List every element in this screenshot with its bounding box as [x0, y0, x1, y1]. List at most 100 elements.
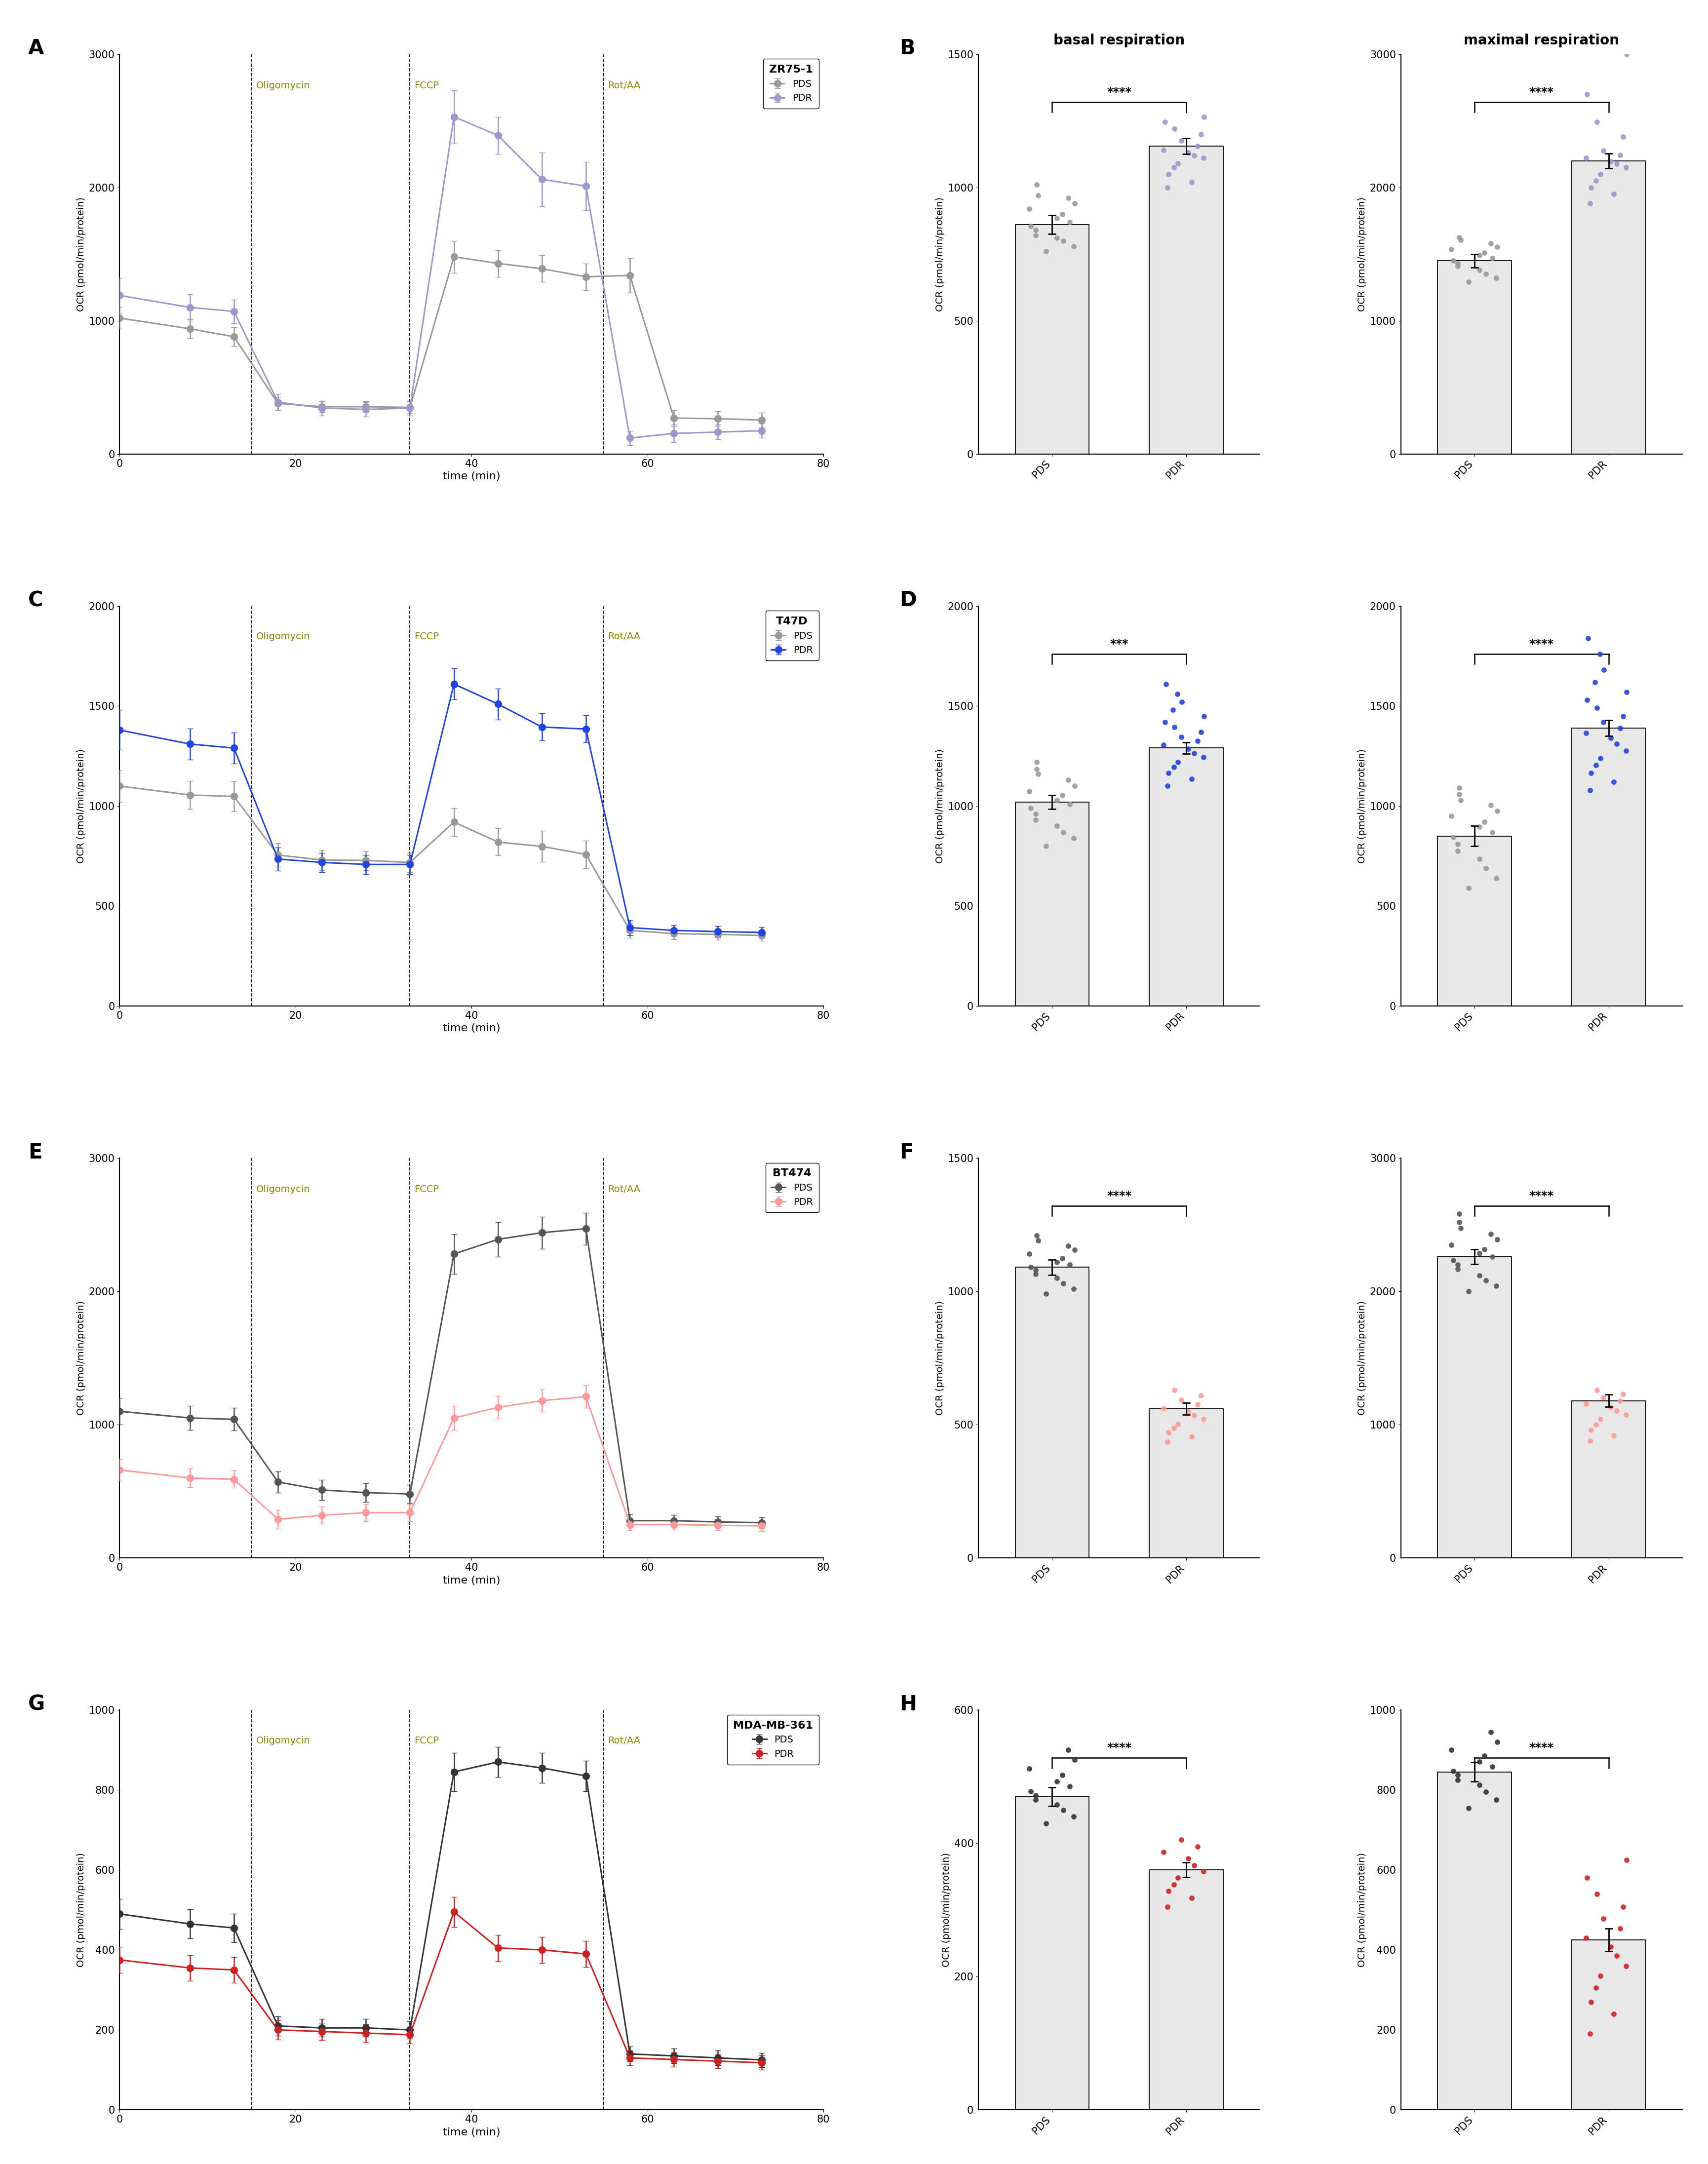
Point: [1155, 171, 1182, 206]
Text: C: C: [27, 591, 43, 610]
Point: [1160, 1868, 1187, 1902]
Bar: [1438, 260, 1512, 454]
Point: [1021, 796, 1049, 831]
Point: [1445, 777, 1472, 812]
Point: [1576, 2017, 1604, 2051]
Point: [1465, 809, 1493, 844]
Point: [1018, 1774, 1045, 1809]
Bar: [1149, 749, 1223, 1006]
Point: [1573, 716, 1600, 751]
Point: [1018, 208, 1045, 242]
Point: [1180, 736, 1208, 770]
Point: [1054, 1733, 1081, 1768]
Y-axis label: OCR (pmol/min/protein): OCR (pmol/min/protein): [1358, 197, 1366, 312]
Bar: [1438, 1257, 1512, 1558]
Point: [1025, 757, 1052, 792]
Point: [1015, 1751, 1042, 1785]
Text: H: H: [900, 1694, 917, 1714]
Text: Rot/AA: Rot/AA: [608, 1184, 640, 1195]
Point: [1583, 104, 1611, 138]
Point: [1587, 740, 1614, 775]
Point: [1582, 664, 1609, 699]
Point: [1160, 692, 1187, 727]
Text: ****: ****: [1529, 638, 1554, 649]
Point: [1465, 842, 1493, 876]
Point: [1025, 1223, 1052, 1257]
Legend: PDS, PDR: PDS, PDR: [728, 1714, 818, 1764]
Point: [1483, 262, 1510, 296]
Text: Oligomycin: Oligomycin: [256, 80, 311, 91]
Point: [1049, 1757, 1076, 1792]
Point: [1149, 727, 1177, 762]
Point: [1184, 130, 1211, 164]
Point: [1163, 677, 1190, 712]
Bar: [1571, 1400, 1645, 1558]
Point: [1168, 721, 1196, 755]
Y-axis label: OCR (pmol/min/protein): OCR (pmol/min/protein): [1358, 1301, 1366, 1415]
Point: [1472, 850, 1500, 885]
Point: [1149, 1391, 1177, 1426]
Point: [1438, 1733, 1465, 1768]
Text: ****: ****: [1529, 87, 1554, 97]
Point: [1445, 1253, 1472, 1288]
Legend: PDS, PDR: PDS, PDR: [765, 1162, 818, 1212]
Point: [1609, 119, 1636, 154]
X-axis label: time (min): time (min): [442, 1024, 500, 1032]
Point: [1187, 117, 1214, 151]
Point: [1179, 762, 1206, 796]
Point: [1023, 1218, 1050, 1253]
Point: [1175, 136, 1202, 171]
Point: [1455, 1275, 1483, 1309]
Point: [1153, 667, 1180, 701]
Y-axis label: OCR (pmol/min/protein): OCR (pmol/min/protein): [936, 1301, 945, 1415]
Bar: [1438, 835, 1512, 1006]
Point: [1587, 156, 1614, 190]
Point: [1573, 76, 1600, 110]
Point: [1455, 870, 1483, 905]
Point: [1160, 749, 1187, 783]
Point: [1049, 197, 1076, 232]
Text: FCCP: FCCP: [415, 80, 439, 91]
Point: [1606, 138, 1633, 173]
Point: [1155, 755, 1182, 790]
Title: basal respiration: basal respiration: [1054, 35, 1185, 48]
Point: [1583, 1372, 1611, 1407]
Point: [1445, 221, 1472, 255]
Point: [1583, 1876, 1611, 1911]
Y-axis label: OCR (pmol/min/protein): OCR (pmol/min/protein): [936, 749, 945, 863]
Point: [1015, 775, 1042, 809]
Point: [1180, 1848, 1208, 1883]
Y-axis label: OCR (pmol/min/protein): OCR (pmol/min/protein): [936, 197, 945, 312]
Point: [1606, 1911, 1633, 1945]
Point: [1054, 762, 1081, 796]
Point: [1155, 1889, 1182, 1924]
Point: [1573, 1387, 1600, 1422]
Point: [1179, 164, 1206, 199]
Point: [1582, 1971, 1609, 2006]
Text: Rot/AA: Rot/AA: [608, 632, 640, 641]
Point: [1445, 1757, 1472, 1792]
Point: [1179, 1420, 1206, 1454]
Point: [1168, 1822, 1196, 1857]
Y-axis label: OCR (pmol/min/protein): OCR (pmol/min/protein): [1358, 1852, 1366, 1967]
Text: ****: ****: [1107, 87, 1131, 97]
Point: [1440, 242, 1467, 277]
Point: [1465, 1257, 1493, 1292]
Point: [1576, 1984, 1604, 2019]
Point: [1484, 1223, 1512, 1257]
Point: [1447, 1210, 1474, 1244]
Point: [1165, 1861, 1192, 1896]
Point: [1472, 1264, 1500, 1298]
Point: [1445, 249, 1472, 283]
Point: [1479, 1749, 1506, 1783]
X-axis label: time (min): time (min): [442, 2127, 500, 2138]
Y-axis label: OCR (pmol/min/protein): OCR (pmol/min/protein): [941, 1852, 951, 1967]
Point: [1032, 234, 1059, 268]
Point: [1190, 141, 1218, 175]
Point: [1600, 177, 1628, 212]
Y-axis label: OCR (pmol/min/protein): OCR (pmol/min/protein): [77, 749, 85, 863]
Point: [1483, 861, 1510, 896]
Point: [1151, 705, 1179, 740]
Point: [1168, 123, 1196, 158]
Point: [1597, 1389, 1624, 1424]
